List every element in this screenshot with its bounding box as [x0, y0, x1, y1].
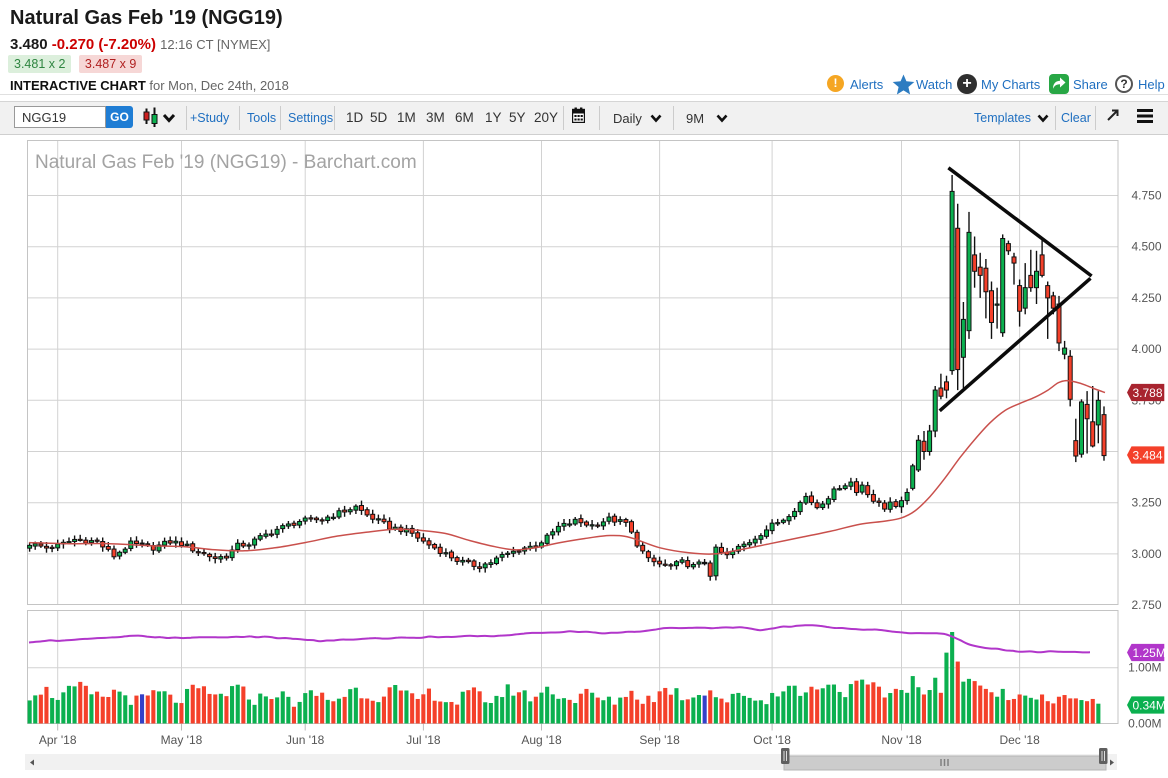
svg-text:May '18: May '18 [161, 733, 203, 747]
svg-text:4.750: 4.750 [1131, 189, 1161, 203]
svg-text:3.484: 3.484 [1133, 449, 1163, 463]
svg-text:Aug '18: Aug '18 [521, 733, 562, 747]
svg-text:1.25M: 1.25M [1133, 646, 1166, 660]
svg-text:Oct '18: Oct '18 [753, 733, 791, 747]
svg-text:Dec '18: Dec '18 [999, 733, 1040, 747]
svg-text:Jun '18: Jun '18 [286, 733, 325, 747]
svg-text:0.34M: 0.34M [1133, 699, 1166, 713]
svg-text:0.00M: 0.00M [1128, 717, 1161, 731]
svg-text:Nov '18: Nov '18 [881, 733, 922, 747]
svg-text:1.00M: 1.00M [1128, 661, 1161, 675]
svg-text:4.500: 4.500 [1131, 240, 1161, 254]
svg-text:Natural Gas Feb '19 (NGG19) -: Natural Gas Feb '19 (NGG19) - Barchart.c… [35, 152, 417, 173]
svg-text:2.750: 2.750 [1131, 598, 1161, 612]
svg-text:4.250: 4.250 [1131, 291, 1161, 305]
svg-text:Sep '18: Sep '18 [639, 733, 680, 747]
svg-text:3.000: 3.000 [1131, 547, 1161, 561]
svg-text:Jul '18: Jul '18 [406, 733, 441, 747]
svg-text:4.000: 4.000 [1131, 342, 1161, 356]
svg-text:Apr '18: Apr '18 [39, 733, 77, 747]
svg-text:3.788: 3.788 [1133, 386, 1163, 400]
svg-text:3.250: 3.250 [1131, 496, 1161, 510]
